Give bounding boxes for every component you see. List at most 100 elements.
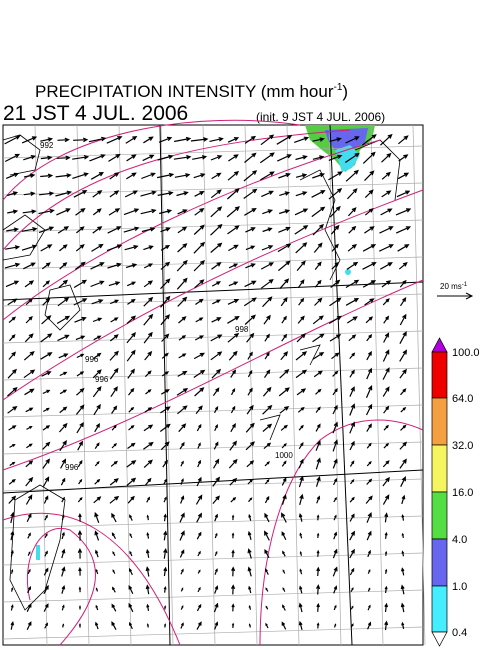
wind-arrow — [264, 351, 270, 360]
wind-arrow — [25, 407, 34, 413]
wind-arrow — [73, 137, 89, 143]
wind-arrow — [23, 262, 36, 270]
wind-arrow — [364, 170, 375, 182]
wind-arrow — [364, 298, 375, 306]
wind-arrow — [227, 299, 240, 305]
wind-arrow — [77, 440, 83, 451]
wind-arrow — [367, 549, 371, 558]
wind-arrow — [314, 297, 323, 306]
wind-arrow — [108, 281, 121, 287]
wind-arrow — [43, 567, 49, 576]
wind-arrow — [158, 136, 173, 143]
wind-arrow — [60, 477, 66, 486]
wind-arrow — [177, 226, 188, 234]
wind-arrow — [160, 314, 170, 326]
wind-arrow — [176, 388, 189, 396]
wind-arrow — [128, 387, 135, 396]
wind-arrow — [126, 315, 137, 325]
wind-arrow — [280, 297, 288, 307]
wind-arrow — [92, 369, 102, 379]
wind-arrow — [95, 604, 99, 611]
wind-arrow — [42, 297, 51, 306]
wind-arrow — [90, 262, 105, 270]
wind-arrow — [159, 209, 173, 215]
wind-arrow — [348, 334, 357, 342]
wind-arrow — [110, 317, 119, 323]
wind-arrow — [177, 405, 188, 415]
wind-arrow — [397, 172, 410, 180]
wind-arrow — [56, 208, 71, 216]
wind-arrow — [212, 458, 220, 469]
wind-arrow — [42, 476, 50, 487]
wind-arrow — [146, 623, 149, 628]
wind-arrow — [21, 244, 38, 251]
wind-arrow — [279, 191, 290, 196]
wind-arrow — [382, 476, 390, 487]
wind-arrow — [78, 566, 82, 576]
wind-arrow — [281, 531, 287, 540]
wind-arrow — [383, 332, 390, 343]
wind-arrow — [111, 532, 117, 539]
wind-arrow — [163, 530, 168, 541]
wind-arrow — [58, 353, 69, 359]
wind-arrow — [59, 262, 68, 270]
wind-arrow — [331, 243, 339, 252]
wind-arrow — [74, 261, 86, 270]
wind-arrow — [227, 225, 240, 235]
colorbar: 100.0 64.0 32.0 16.0 4.0 1.0 0.4 — [431, 337, 480, 647]
wind-arrow — [399, 458, 407, 469]
vector-legend: 20 ms-1 — [437, 282, 474, 300]
wind-arrow — [333, 514, 337, 521]
wind-arrow — [111, 405, 118, 414]
wind-arrow — [264, 478, 270, 485]
wind-arrow — [160, 441, 170, 451]
wind-arrow — [398, 135, 409, 145]
wind-arrow — [4, 135, 21, 145]
wind-arrow — [76, 371, 85, 377]
wind-arrow — [382, 349, 390, 362]
wind-arrow — [230, 387, 236, 396]
wind-arrow — [8, 425, 17, 431]
wind-arrow — [75, 243, 85, 252]
wind-arrow — [141, 227, 156, 233]
wind-arrow — [179, 512, 185, 523]
wind-arrow — [164, 605, 167, 610]
wind-arrow — [40, 173, 54, 179]
wind-arrow — [346, 188, 358, 200]
wind-arrow — [9, 443, 16, 448]
wind-arrow — [395, 226, 412, 234]
wind-arrow — [279, 209, 291, 215]
wind-arrow — [245, 441, 255, 451]
wind-arrow — [178, 335, 187, 341]
wind-arrow — [57, 334, 70, 342]
wind-arrow — [230, 369, 237, 378]
wind-arrow — [349, 530, 355, 541]
lon-line — [329, 124, 353, 646]
wind-arrow — [10, 530, 15, 541]
wind-arrow — [125, 135, 138, 144]
wind-arrow — [297, 279, 305, 289]
wind-arrow — [400, 476, 406, 487]
wind-arrow — [78, 623, 82, 628]
wind-arrow — [73, 298, 88, 306]
wind-arrow — [213, 441, 219, 450]
wind-arrow — [381, 152, 392, 163]
wind-arrow — [62, 623, 65, 628]
wind-arrow — [384, 602, 389, 612]
wind-arrow — [111, 603, 117, 612]
wind-arrow — [27, 586, 31, 594]
wind-arrow — [126, 281, 137, 287]
wind-arrow — [383, 405, 390, 414]
wind-arrow — [23, 155, 36, 161]
wind-arrow — [262, 386, 272, 397]
wind-arrow — [244, 208, 257, 216]
wind-arrow — [43, 584, 49, 595]
wind-arrow — [349, 548, 355, 559]
title-end: ) — [342, 82, 348, 101]
wind-arrow — [332, 439, 338, 452]
wind-arrow — [400, 424, 407, 431]
wind-arrow — [77, 459, 83, 468]
wind-arrow — [382, 460, 390, 468]
wind-arrow — [277, 243, 292, 253]
wind-arrow — [262, 296, 273, 308]
